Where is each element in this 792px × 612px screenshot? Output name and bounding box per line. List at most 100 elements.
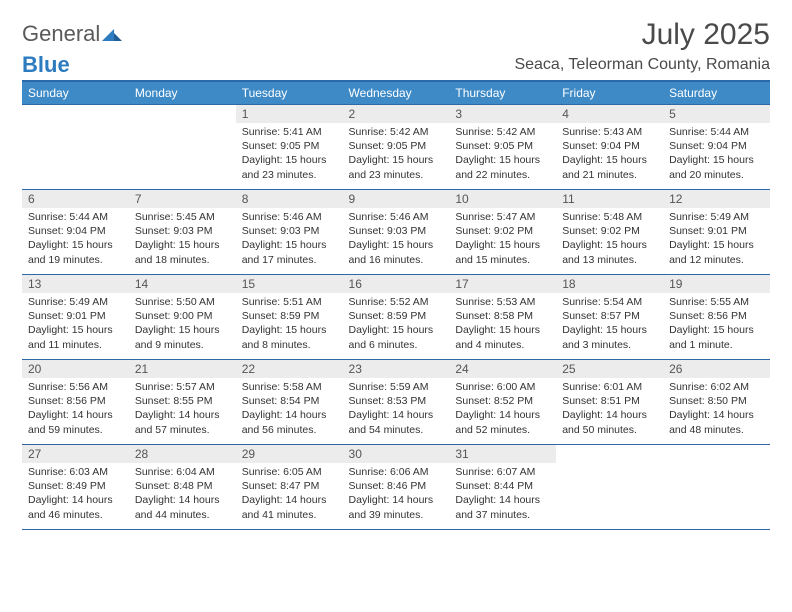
sunrise-text: Sunrise: 5:59 AM (349, 380, 444, 394)
daylight-text: Daylight: 15 hours and 4 minutes. (455, 323, 550, 351)
daylight-text: Daylight: 15 hours and 23 minutes. (242, 153, 337, 181)
daylight-text: Daylight: 14 hours and 52 minutes. (455, 408, 550, 436)
calendar-day-cell: 3Sunrise: 5:42 AMSunset: 9:05 PMDaylight… (449, 105, 556, 190)
sunset-text: Sunset: 9:00 PM (135, 309, 230, 323)
calendar-day-cell: 11Sunrise: 5:48 AMSunset: 9:02 PMDayligh… (556, 190, 663, 275)
day-number: 18 (556, 275, 663, 293)
calendar-day-cell: 18Sunrise: 5:54 AMSunset: 8:57 PMDayligh… (556, 275, 663, 360)
sunrise-text: Sunrise: 6:00 AM (455, 380, 550, 394)
sunset-text: Sunset: 9:04 PM (562, 139, 657, 153)
day-content: Sunrise: 5:59 AMSunset: 8:53 PMDaylight:… (343, 378, 450, 441)
day-content: Sunrise: 5:49 AMSunset: 9:01 PMDaylight:… (22, 293, 129, 356)
calendar-day-cell: 13Sunrise: 5:49 AMSunset: 9:01 PMDayligh… (22, 275, 129, 360)
day-number: 17 (449, 275, 556, 293)
sunrise-text: Sunrise: 5:42 AM (455, 125, 550, 139)
day-content (22, 123, 129, 129)
sunrise-text: Sunrise: 5:46 AM (349, 210, 444, 224)
day-content: Sunrise: 6:04 AMSunset: 8:48 PMDaylight:… (129, 463, 236, 526)
daylight-text: Daylight: 15 hours and 3 minutes. (562, 323, 657, 351)
daylight-text: Daylight: 14 hours and 37 minutes. (455, 493, 550, 521)
sunrise-text: Sunrise: 5:56 AM (28, 380, 123, 394)
day-content: Sunrise: 5:45 AMSunset: 9:03 PMDaylight:… (129, 208, 236, 271)
calendar-day-cell (556, 445, 663, 530)
sunrise-text: Sunrise: 5:46 AM (242, 210, 337, 224)
weekday-header: Thursday (449, 81, 556, 105)
day-number (22, 105, 129, 123)
day-content (129, 123, 236, 129)
day-content: Sunrise: 5:41 AMSunset: 9:05 PMDaylight:… (236, 123, 343, 186)
sunrise-text: Sunrise: 5:44 AM (28, 210, 123, 224)
logo-mark-icon (102, 22, 122, 45)
sunset-text: Sunset: 9:03 PM (349, 224, 444, 238)
daylight-text: Daylight: 15 hours and 9 minutes. (135, 323, 230, 351)
calendar-day-cell: 29Sunrise: 6:05 AMSunset: 8:47 PMDayligh… (236, 445, 343, 530)
calendar-day-cell: 25Sunrise: 6:01 AMSunset: 8:51 PMDayligh… (556, 360, 663, 445)
calendar-day-cell: 31Sunrise: 6:07 AMSunset: 8:44 PMDayligh… (449, 445, 556, 530)
day-number: 16 (343, 275, 450, 293)
title-block: July 2025 Seaca, Teleorman County, Roman… (514, 18, 770, 80)
daylight-text: Daylight: 15 hours and 17 minutes. (242, 238, 337, 266)
sunrise-text: Sunrise: 5:58 AM (242, 380, 337, 394)
day-number: 26 (663, 360, 770, 378)
weekday-header: Monday (129, 81, 236, 105)
sunset-text: Sunset: 8:46 PM (349, 479, 444, 493)
day-content: Sunrise: 5:53 AMSunset: 8:58 PMDaylight:… (449, 293, 556, 356)
day-number: 27 (22, 445, 129, 463)
calendar-day-cell: 27Sunrise: 6:03 AMSunset: 8:49 PMDayligh… (22, 445, 129, 530)
sunset-text: Sunset: 8:51 PM (562, 394, 657, 408)
sunrise-text: Sunrise: 5:50 AM (135, 295, 230, 309)
sunset-text: Sunset: 8:59 PM (349, 309, 444, 323)
day-number (663, 445, 770, 463)
calendar-day-cell: 28Sunrise: 6:04 AMSunset: 8:48 PMDayligh… (129, 445, 236, 530)
sunrise-text: Sunrise: 5:42 AM (349, 125, 444, 139)
month-title: July 2025 (514, 18, 770, 52)
daylight-text: Daylight: 15 hours and 6 minutes. (349, 323, 444, 351)
calendar-day-cell: 8Sunrise: 5:46 AMSunset: 9:03 PMDaylight… (236, 190, 343, 275)
sunrise-text: Sunrise: 5:51 AM (242, 295, 337, 309)
calendar-day-cell: 9Sunrise: 5:46 AMSunset: 9:03 PMDaylight… (343, 190, 450, 275)
sunset-text: Sunset: 8:49 PM (28, 479, 123, 493)
sunset-text: Sunset: 8:58 PM (455, 309, 550, 323)
day-number: 23 (343, 360, 450, 378)
day-content: Sunrise: 5:49 AMSunset: 9:01 PMDaylight:… (663, 208, 770, 271)
daylight-text: Daylight: 14 hours and 54 minutes. (349, 408, 444, 436)
daylight-text: Daylight: 15 hours and 12 minutes. (669, 238, 764, 266)
weekday-header: Friday (556, 81, 663, 105)
day-content: Sunrise: 6:06 AMSunset: 8:46 PMDaylight:… (343, 463, 450, 526)
sunset-text: Sunset: 8:44 PM (455, 479, 550, 493)
day-number: 29 (236, 445, 343, 463)
day-content: Sunrise: 5:42 AMSunset: 9:05 PMDaylight:… (343, 123, 450, 186)
day-content (556, 463, 663, 469)
daylight-text: Daylight: 15 hours and 20 minutes. (669, 153, 764, 181)
calendar-day-cell: 5Sunrise: 5:44 AMSunset: 9:04 PMDaylight… (663, 105, 770, 190)
sunset-text: Sunset: 9:05 PM (455, 139, 550, 153)
day-content: Sunrise: 5:46 AMSunset: 9:03 PMDaylight:… (343, 208, 450, 271)
calendar-page: General Blue July 2025 Seaca, Teleorman … (0, 0, 792, 548)
daylight-text: Daylight: 15 hours and 19 minutes. (28, 238, 123, 266)
sunrise-text: Sunrise: 6:01 AM (562, 380, 657, 394)
day-number: 1 (236, 105, 343, 123)
daylight-text: Daylight: 14 hours and 59 minutes. (28, 408, 123, 436)
day-number: 28 (129, 445, 236, 463)
calendar-day-cell: 30Sunrise: 6:06 AMSunset: 8:46 PMDayligh… (343, 445, 450, 530)
sunset-text: Sunset: 9:04 PM (28, 224, 123, 238)
calendar-week-row: 13Sunrise: 5:49 AMSunset: 9:01 PMDayligh… (22, 275, 770, 360)
day-content: Sunrise: 5:58 AMSunset: 8:54 PMDaylight:… (236, 378, 343, 441)
day-number: 2 (343, 105, 450, 123)
sunset-text: Sunset: 9:02 PM (562, 224, 657, 238)
day-content: Sunrise: 5:50 AMSunset: 9:00 PMDaylight:… (129, 293, 236, 356)
calendar-day-cell: 22Sunrise: 5:58 AMSunset: 8:54 PMDayligh… (236, 360, 343, 445)
sunset-text: Sunset: 9:01 PM (669, 224, 764, 238)
calendar-day-cell: 4Sunrise: 5:43 AMSunset: 9:04 PMDaylight… (556, 105, 663, 190)
logo-text: General Blue (22, 22, 122, 76)
calendar-day-cell: 26Sunrise: 6:02 AMSunset: 8:50 PMDayligh… (663, 360, 770, 445)
day-number: 25 (556, 360, 663, 378)
weekday-header: Sunday (22, 81, 129, 105)
sunrise-text: Sunrise: 5:49 AM (669, 210, 764, 224)
day-content: Sunrise: 6:00 AMSunset: 8:52 PMDaylight:… (449, 378, 556, 441)
calendar-day-cell: 20Sunrise: 5:56 AMSunset: 8:56 PMDayligh… (22, 360, 129, 445)
sunset-text: Sunset: 8:55 PM (135, 394, 230, 408)
daylight-text: Daylight: 15 hours and 1 minute. (669, 323, 764, 351)
day-content: Sunrise: 5:56 AMSunset: 8:56 PMDaylight:… (22, 378, 129, 441)
day-number: 10 (449, 190, 556, 208)
